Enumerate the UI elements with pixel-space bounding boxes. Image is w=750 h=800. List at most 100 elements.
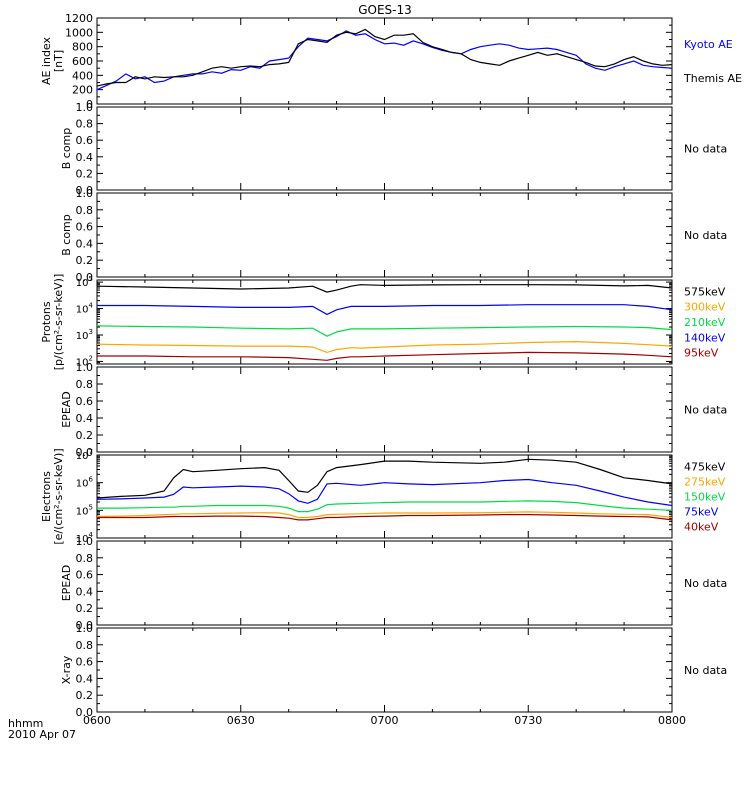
y-tick-label: 0.4	[76, 585, 94, 598]
y-tick-label: 0.6	[76, 221, 94, 234]
y-tick-label: 0	[86, 98, 93, 111]
y-tick-label: 1.0	[76, 535, 94, 548]
plot-title: GOES-13	[358, 3, 412, 17]
no-data-label: No data	[684, 229, 727, 242]
series-line-kyoto-ae	[96, 30, 673, 91]
y-tick-label: 0.6	[76, 656, 94, 669]
series-line-95kev	[97, 351, 673, 361]
y-tick-label: 800	[72, 41, 93, 54]
y-axis-label: Electrons	[40, 471, 53, 522]
x-tick-label: 0700	[371, 714, 399, 727]
y-tick-label: 102	[76, 354, 93, 368]
no-data-label: No data	[684, 404, 727, 417]
y-tick-label: 107	[76, 448, 93, 462]
series-line-150kev	[97, 500, 673, 513]
y-tick-label: 0.8	[76, 639, 94, 652]
y-axis-label: B comp	[60, 128, 73, 170]
y-axis-unit: [nT]	[52, 50, 65, 72]
x-tick-label: 0730	[514, 714, 542, 727]
series-line-140kev	[97, 304, 673, 316]
x-tick-label: 0800	[658, 714, 686, 727]
panel-frame	[96, 454, 673, 539]
legend-40kev: 40keV	[684, 521, 719, 534]
legend-300kev: 300keV	[684, 301, 726, 314]
y-axis-label: X-ray	[60, 655, 73, 684]
y-tick-label: 0.4	[76, 237, 94, 250]
y-axis-label: EPEAD	[60, 391, 73, 428]
time-axis-label: hhmm	[8, 717, 43, 730]
y-axis-label: B comp	[60, 214, 73, 256]
legend-210kev: 210keV	[684, 316, 726, 329]
panel-xray: 0.0 0.2 0.4 0.6 0.8 1.0 X-ray No data	[60, 622, 727, 719]
date-label: 2010 Apr 07	[8, 728, 76, 741]
series-line-300kev	[96, 340, 673, 354]
y-tick-label: 0.0	[76, 446, 94, 459]
y-tick-label: 1200	[65, 12, 93, 25]
y-tick-label: 0.4	[76, 151, 94, 164]
y-tick-label: 0.2	[76, 254, 94, 267]
panel-bcomp1: 0.0 0.2 0.4 0.6 0.8 1.0 B comp No data	[60, 101, 727, 197]
panel-frame	[96, 279, 673, 365]
y-tick-label: 103	[76, 328, 93, 342]
y-tick-label: 0.8	[76, 378, 94, 391]
no-data-label: No data	[684, 664, 727, 677]
panel-frame	[96, 106, 673, 191]
y-axis-label: Protons	[40, 301, 53, 342]
panel-protons: 102 103 104 105 Protons [p/(cm²-s-sr-keV)] 575…	[40, 274, 726, 371]
legend-140kev: 140keV	[684, 331, 726, 344]
series-line-210kev	[96, 325, 673, 337]
y-tick-label: 0.2	[76, 602, 94, 615]
y-axis-unit: [p/(cm²-s-sr-keV)]	[52, 274, 65, 371]
panel-frame	[96, 17, 673, 105]
y-tick-label: 0.6	[76, 569, 94, 582]
y-tick-label: 106	[76, 476, 94, 490]
y-tick-label: 400	[72, 69, 93, 82]
y-tick-label: 0.0	[76, 706, 94, 719]
y-tick-label: 0.0	[76, 619, 94, 632]
panel-epead1: 0.0 0.2 0.4 0.6 0.8 1.0 EPEAD No data	[60, 361, 727, 459]
x-tick-label: 0630	[227, 714, 255, 727]
legend-475kev: 475keV	[684, 460, 726, 473]
y-tick-label: 0.4	[76, 672, 94, 685]
y-tick-label: 0.6	[76, 395, 94, 408]
panel-electrons: 104 105 106 107 Electrons [e/(cm²-s-sr-keV)] 4…	[40, 448, 726, 545]
y-axis-label: AE index	[40, 36, 53, 85]
y-tick-label: 0.8	[76, 204, 94, 217]
y-tick-label: 105	[76, 275, 93, 289]
legend-575kev: 575keV	[684, 285, 726, 298]
y-tick-label: 105	[76, 503, 93, 517]
panel-epead2: 0.0 0.2 0.4 0.6 0.8 1.0 EPEAD No data	[60, 535, 727, 632]
series-line-themis-ae	[96, 28, 673, 87]
panel-bcomp2: 0.0 0.2 0.4 0.6 0.8 1.0 B comp No data	[60, 187, 727, 284]
y-tick-label: 1.0	[76, 622, 94, 635]
y-tick-label: 0.4	[76, 412, 94, 425]
y-tick-label: 104	[76, 302, 94, 316]
y-tick-label: 0.2	[76, 429, 94, 442]
y-tick-label: 1.0	[76, 361, 94, 374]
y-tick-label: 600	[72, 55, 93, 68]
x-tick-label: 0600	[83, 714, 111, 727]
no-data-label: No data	[684, 143, 727, 156]
y-tick-label: 0.0	[76, 184, 94, 197]
no-data-label: No data	[684, 577, 727, 590]
y-tick-label: 1.0	[76, 101, 94, 114]
y-axis-unit: [e/(cm²-s-sr-keV)]	[52, 448, 65, 544]
series-line-475kev	[96, 458, 673, 499]
series-line-40kev	[97, 513, 673, 521]
legend-150kev: 150keV	[684, 491, 726, 504]
panel-frame	[96, 627, 673, 713]
legend-95kev: 95keV	[684, 347, 719, 360]
legend-275kev: 275keV	[684, 475, 726, 488]
y-tick-label: 200	[72, 84, 93, 97]
y-tick-label: 0.2	[76, 167, 94, 180]
y-tick-label: 1.0	[76, 187, 94, 200]
legend-themis-ae: Themis AE	[683, 72, 742, 85]
panel-frame	[96, 540, 673, 626]
y-tick-label: 104	[76, 531, 94, 545]
y-tick-label: 0.8	[76, 552, 94, 565]
y-tick-label: 1000	[65, 26, 93, 39]
series-line-275kev	[96, 511, 673, 519]
